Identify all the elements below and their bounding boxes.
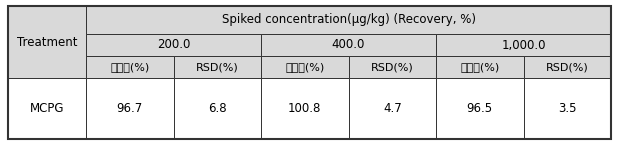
Bar (524, 78, 611, 139)
Text: Spiked concentration(μg/kg) (Recovery, %): Spiked concentration(μg/kg) (Recovery, %… (222, 13, 475, 27)
Bar (524, 56, 611, 78)
Bar (86, 78, 173, 139)
Bar (436, 34, 611, 56)
Bar (86, 56, 173, 78)
Text: 1,000.0: 1,000.0 (501, 39, 546, 51)
Text: Treatment: Treatment (17, 36, 77, 48)
Text: 3.5: 3.5 (558, 102, 576, 115)
Bar (173, 78, 261, 139)
Bar (8, 6, 86, 78)
Text: 회수율(%): 회수율(%) (460, 62, 500, 72)
Bar (86, 6, 611, 34)
Text: MCPG: MCPG (30, 102, 64, 115)
Bar (348, 78, 436, 139)
Bar (261, 34, 436, 56)
Bar (86, 34, 261, 56)
Text: 200.0: 200.0 (157, 39, 190, 51)
Bar (8, 78, 86, 139)
Bar (436, 56, 524, 78)
Text: 회수율(%): 회수율(%) (285, 62, 324, 72)
Text: RSD(%): RSD(%) (196, 62, 239, 72)
Text: 96.5: 96.5 (467, 102, 493, 115)
Bar (261, 78, 348, 139)
Bar (261, 56, 348, 78)
Text: 6.8: 6.8 (208, 102, 227, 115)
Text: 96.7: 96.7 (116, 102, 143, 115)
Text: RSD(%): RSD(%) (546, 62, 589, 72)
Text: 4.7: 4.7 (383, 102, 402, 115)
Text: 회수율(%): 회수율(%) (110, 62, 149, 72)
Text: RSD(%): RSD(%) (371, 62, 413, 72)
Text: 100.8: 100.8 (288, 102, 321, 115)
Bar (173, 56, 261, 78)
Bar (348, 56, 436, 78)
Text: 400.0: 400.0 (332, 39, 365, 51)
Bar (436, 78, 524, 139)
